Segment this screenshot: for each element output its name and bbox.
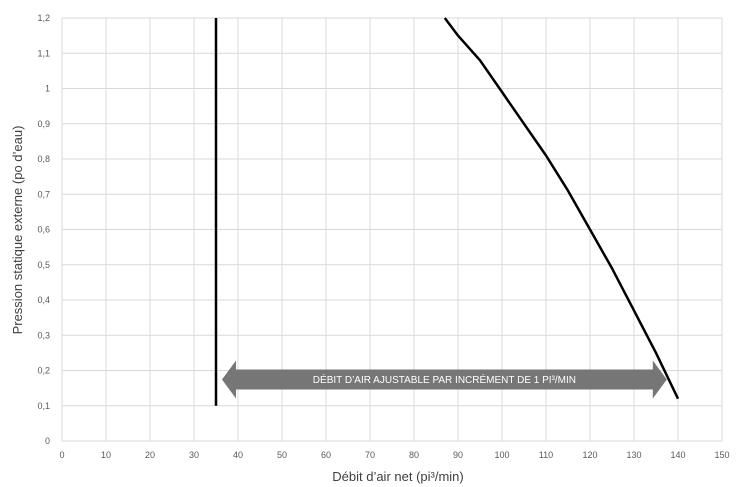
y-tick-label: 0,7 bbox=[37, 189, 50, 199]
y-tick-labels: 0 0,1 0,2 0,3 0,4 0,5 0,6 0,7 0,8 0,9 1 1,1 1,2 bbox=[37, 13, 50, 446]
x-tick-label: 140 bbox=[670, 450, 685, 460]
adjustable-range-label: DÉBIT D’AIR AJUSTABLE PAR INCRÉMENT DE 1… bbox=[313, 373, 576, 386]
y-axis-label: Pression statique externe (po d’eau) bbox=[10, 126, 25, 335]
x-tick-label: 20 bbox=[145, 450, 155, 460]
x-tick-labels: 0 10 20 30 40 50 60 70 80 90 100 110 120 130 140 150 bbox=[59, 450, 729, 460]
y-tick-label: 0,1 bbox=[37, 401, 50, 411]
fan-performance-curve bbox=[443, 17, 680, 400]
x-tick-label: 30 bbox=[189, 450, 199, 460]
y-tick-label: 0 bbox=[45, 436, 50, 446]
y-tick-label: 0,6 bbox=[37, 225, 50, 235]
y-tick-label: 1,2 bbox=[37, 13, 50, 23]
x-tick-label: 0 bbox=[59, 450, 64, 460]
x-tick-label: 50 bbox=[277, 450, 287, 460]
x-tick-label: 40 bbox=[233, 450, 243, 460]
x-tick-label: 80 bbox=[409, 450, 419, 460]
y-tick-label: 0,5 bbox=[37, 260, 50, 270]
x-tick-label: 130 bbox=[626, 450, 641, 460]
x-tick-label: 90 bbox=[453, 450, 463, 460]
y-tick-label: 0,9 bbox=[37, 119, 50, 129]
x-axis-label: Débit d’air net (pi³/min) bbox=[332, 469, 464, 484]
x-tick-label: 100 bbox=[494, 450, 509, 460]
y-tick-label: 0,3 bbox=[37, 330, 50, 340]
series-group bbox=[214, 17, 680, 406]
x-tick-label: 70 bbox=[365, 450, 375, 460]
x-tick-label: 10 bbox=[101, 450, 111, 460]
x-tick-label: 110 bbox=[539, 450, 553, 460]
y-tick-label: 0,8 bbox=[37, 154, 50, 164]
x-tick-label: 60 bbox=[321, 450, 331, 460]
y-tick-label: 0,4 bbox=[37, 295, 50, 305]
y-tick-label: 0,2 bbox=[37, 366, 50, 376]
x-tick-label: 150 bbox=[714, 450, 729, 460]
adjustable-range-arrow-shape bbox=[222, 360, 667, 399]
adjustable-airflow-arrow: DÉBIT D’AIR AJUSTABLE PAR INCRÉMENT DE 1… bbox=[222, 360, 667, 399]
x-tick-label: 120 bbox=[582, 450, 597, 460]
y-tick-label: 1,1 bbox=[37, 48, 50, 58]
y-tick-label: 1 bbox=[45, 84, 50, 94]
